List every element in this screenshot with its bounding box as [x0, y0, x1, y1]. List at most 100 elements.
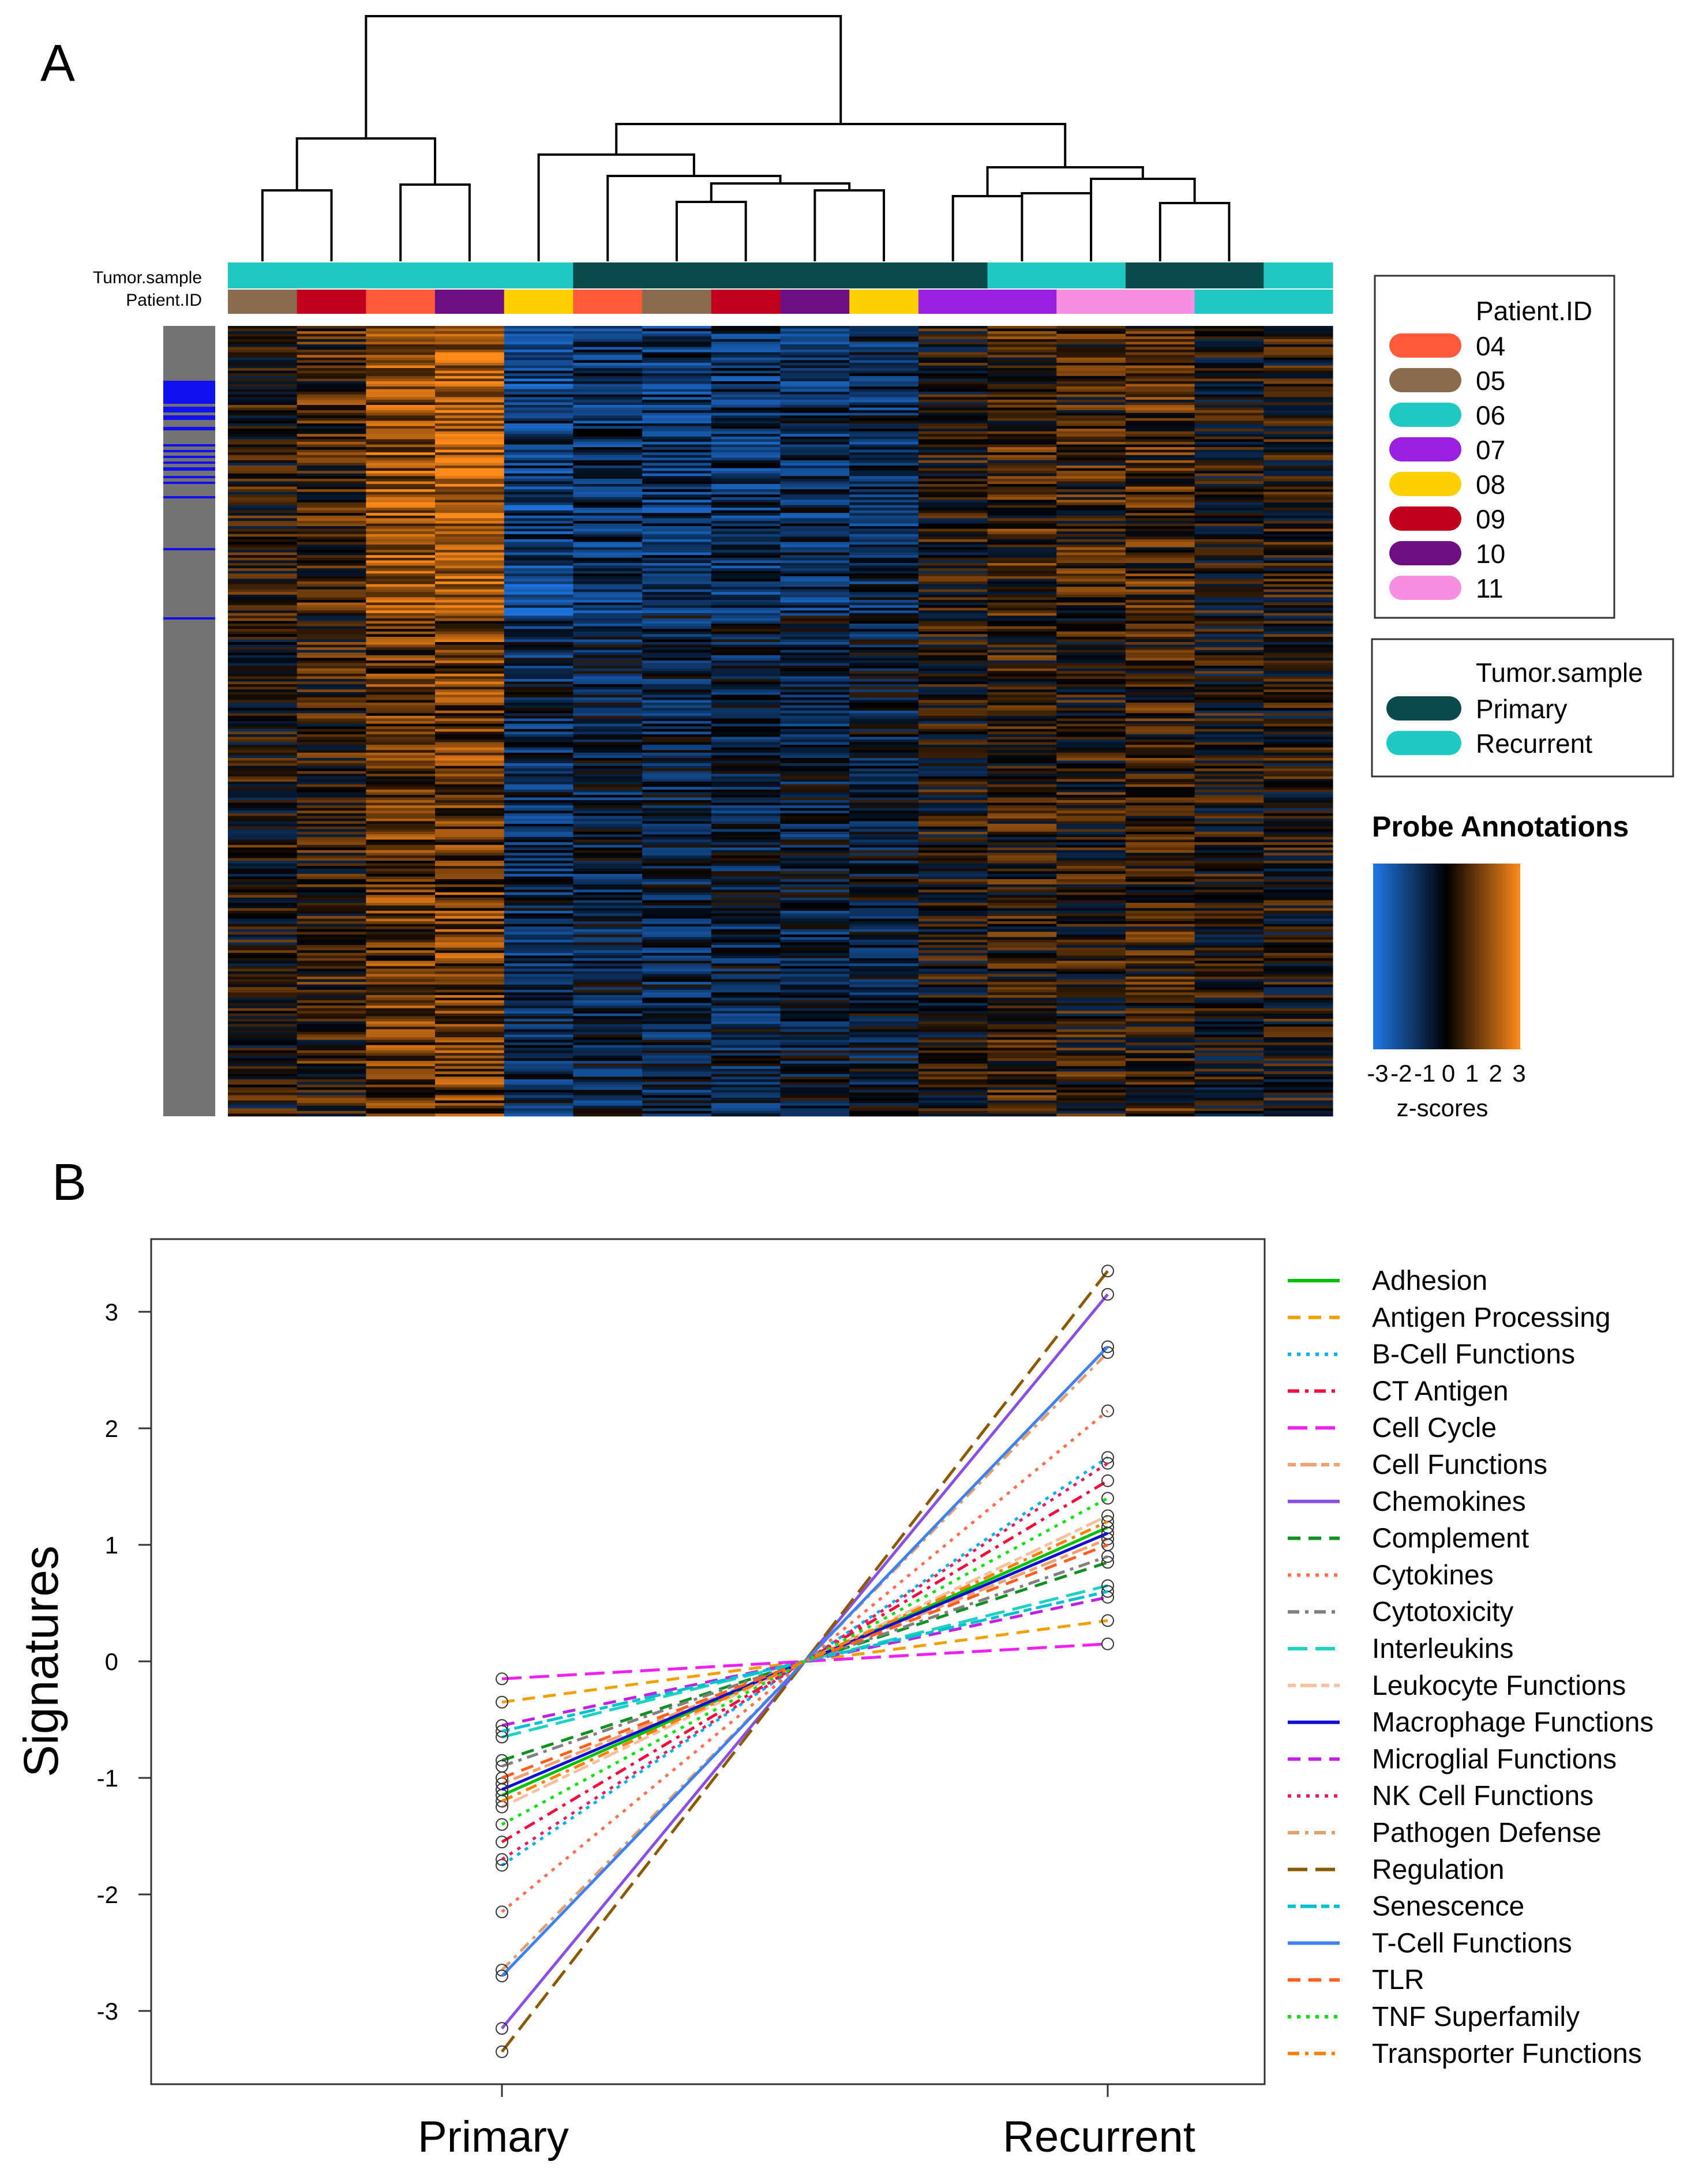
- colorbar-tick-label: -1: [1414, 1060, 1435, 1087]
- colorbar-tick-label: -3: [1367, 1060, 1388, 1087]
- data-point: [496, 1859, 508, 1872]
- legend-label: TNF Superfamily: [1372, 2002, 1580, 2032]
- tumor-legend-title: Tumor.sample: [1476, 658, 1643, 688]
- tumor-sample-cell: [1125, 262, 1195, 288]
- y-axis-label: Signatures: [14, 1545, 68, 1777]
- patient-legend-swatch: [1389, 576, 1461, 600]
- patient-legend-label: 05: [1476, 366, 1505, 396]
- data-point: [1101, 1264, 1114, 1278]
- data-point: [1101, 1404, 1114, 1417]
- legend-label: Regulation: [1372, 1855, 1505, 1885]
- patient-id-cell: [1056, 290, 1126, 314]
- patient-legend-label: 07: [1476, 435, 1505, 465]
- patient-legend-label: 08: [1476, 470, 1505, 500]
- patient-id-cell: [1194, 290, 1264, 314]
- colorbar-tick-label: -2: [1390, 1060, 1412, 1087]
- tumor-sample-cell: [780, 262, 850, 288]
- y-tick-label: 1: [105, 1532, 118, 1559]
- tumor-sample-cell: [228, 262, 298, 288]
- legend-label: Senescence: [1372, 1892, 1524, 1922]
- patient-id-cell: [918, 290, 988, 314]
- legend-label: Cytotoxicity: [1372, 1597, 1513, 1627]
- colorbar-tick-label: 3: [1512, 1060, 1525, 1087]
- series-line: [501, 1409, 1109, 1913]
- tumor-sample-cell: [297, 262, 366, 288]
- legend-label: Adhesion: [1372, 1266, 1487, 1296]
- x-tick-label: Recurrent: [1003, 2112, 1195, 2162]
- column-dendrogram: [261, 15, 1231, 261]
- data-point: [496, 1725, 508, 1738]
- legend-label: Cell Cycle: [1372, 1413, 1497, 1443]
- patient-legend-title: Patient.ID: [1476, 296, 1592, 326]
- patient-legend-swatch: [1389, 506, 1461, 531]
- patient-id-cell: [366, 290, 436, 314]
- patient-legend-label: 06: [1476, 400, 1505, 430]
- y-tick-label: -2: [97, 1881, 118, 1908]
- y-tick-label: 2: [105, 1415, 118, 1442]
- heatmap: [228, 326, 1333, 1117]
- series-lines: [496, 1264, 1114, 2058]
- tumor-sample-legend: Tumor.sample Primary Recurrent: [1371, 638, 1674, 778]
- data-point: [496, 1818, 508, 1831]
- data-point: [1101, 1451, 1114, 1464]
- data-point: [1101, 1288, 1114, 1301]
- tumor-sample-cell: [918, 262, 988, 288]
- data-point: [496, 2022, 508, 2035]
- data-point: [1101, 1457, 1114, 1470]
- patient-id-cell: [297, 290, 366, 314]
- data-point: [496, 2045, 508, 2058]
- legend-label: Cytokines: [1372, 1560, 1494, 1590]
- data-point: [1101, 1637, 1114, 1650]
- data-point: [496, 1672, 508, 1686]
- tumor-sample-cell: [987, 262, 1057, 288]
- data-point: [1101, 1585, 1114, 1598]
- patient-legend-label: 10: [1476, 539, 1505, 569]
- legend-label: Interleukins: [1372, 1634, 1513, 1664]
- tumor-sample-cell: [849, 262, 919, 288]
- patient-legend-swatch: [1389, 472, 1461, 496]
- panel-b-label: B: [52, 1154, 87, 1211]
- series-line: [501, 1619, 1108, 1704]
- tumor-sample-cell: [1194, 262, 1264, 288]
- tumor-sample-row-label: Tumor.sample: [93, 268, 202, 287]
- legend-label: Macrophage Functions: [1372, 1708, 1653, 1738]
- data-point: [496, 1905, 508, 1919]
- legend-label: TLR: [1372, 1965, 1424, 1995]
- data-point: [496, 1836, 508, 1849]
- patient-id-cell: [987, 290, 1057, 314]
- colorbar-tick-labels: -3 -2 -1 0 1 2 3: [1367, 1060, 1525, 1087]
- signature-legend: Adhesion Antigen Processing B-Cell Functio…: [1266, 1240, 1705, 2082]
- tumor-sample-cell: [642, 262, 712, 288]
- patient-id-cell: [573, 290, 643, 314]
- series-line: [501, 1496, 1109, 1826]
- tumor-sample-cell: [504, 262, 574, 288]
- x-axis: Primary Recurrent: [418, 2084, 1195, 2162]
- tumor-sample-cell: [1056, 262, 1126, 288]
- tumor-sample-cell: [366, 262, 436, 288]
- tumor-sample-cell: [573, 262, 643, 288]
- colorbar-title: Probe Annotations: [1372, 810, 1629, 843]
- series-line: [501, 1456, 1109, 1867]
- panel-a-label: A: [40, 35, 75, 92]
- patient-id-legend: Patient.ID 04 05 06 07 08 09 10 11: [1374, 275, 1615, 619]
- data-point: [1101, 1614, 1114, 1627]
- patient-legend-swatch: [1389, 403, 1461, 427]
- patient-id-cell: [504, 290, 574, 314]
- patient-legend-swatch: [1389, 541, 1461, 565]
- tumor-sample-cell: [1263, 262, 1333, 288]
- y-tick-label: 3: [105, 1299, 118, 1326]
- data-point: [1101, 1538, 1114, 1551]
- patient-id-cell: [642, 290, 712, 314]
- legend-label: B-Cell Functions: [1372, 1339, 1575, 1370]
- y-tick-label: -1: [97, 1765, 118, 1792]
- legend-label: Cell Functions: [1372, 1450, 1547, 1480]
- legend-label: NK Cell Functions: [1372, 1781, 1593, 1811]
- patient-legend-label: 09: [1476, 504, 1505, 534]
- data-point: [496, 1969, 508, 1983]
- y-tick-label: -3: [97, 1998, 118, 2025]
- colorbar-gradient: [1373, 864, 1520, 1049]
- patient-id-cell: [1263, 290, 1333, 314]
- tumor-legend-swatch: [1386, 696, 1461, 721]
- data-point: [496, 1695, 508, 1709]
- patient-legend-swatch: [1389, 368, 1461, 392]
